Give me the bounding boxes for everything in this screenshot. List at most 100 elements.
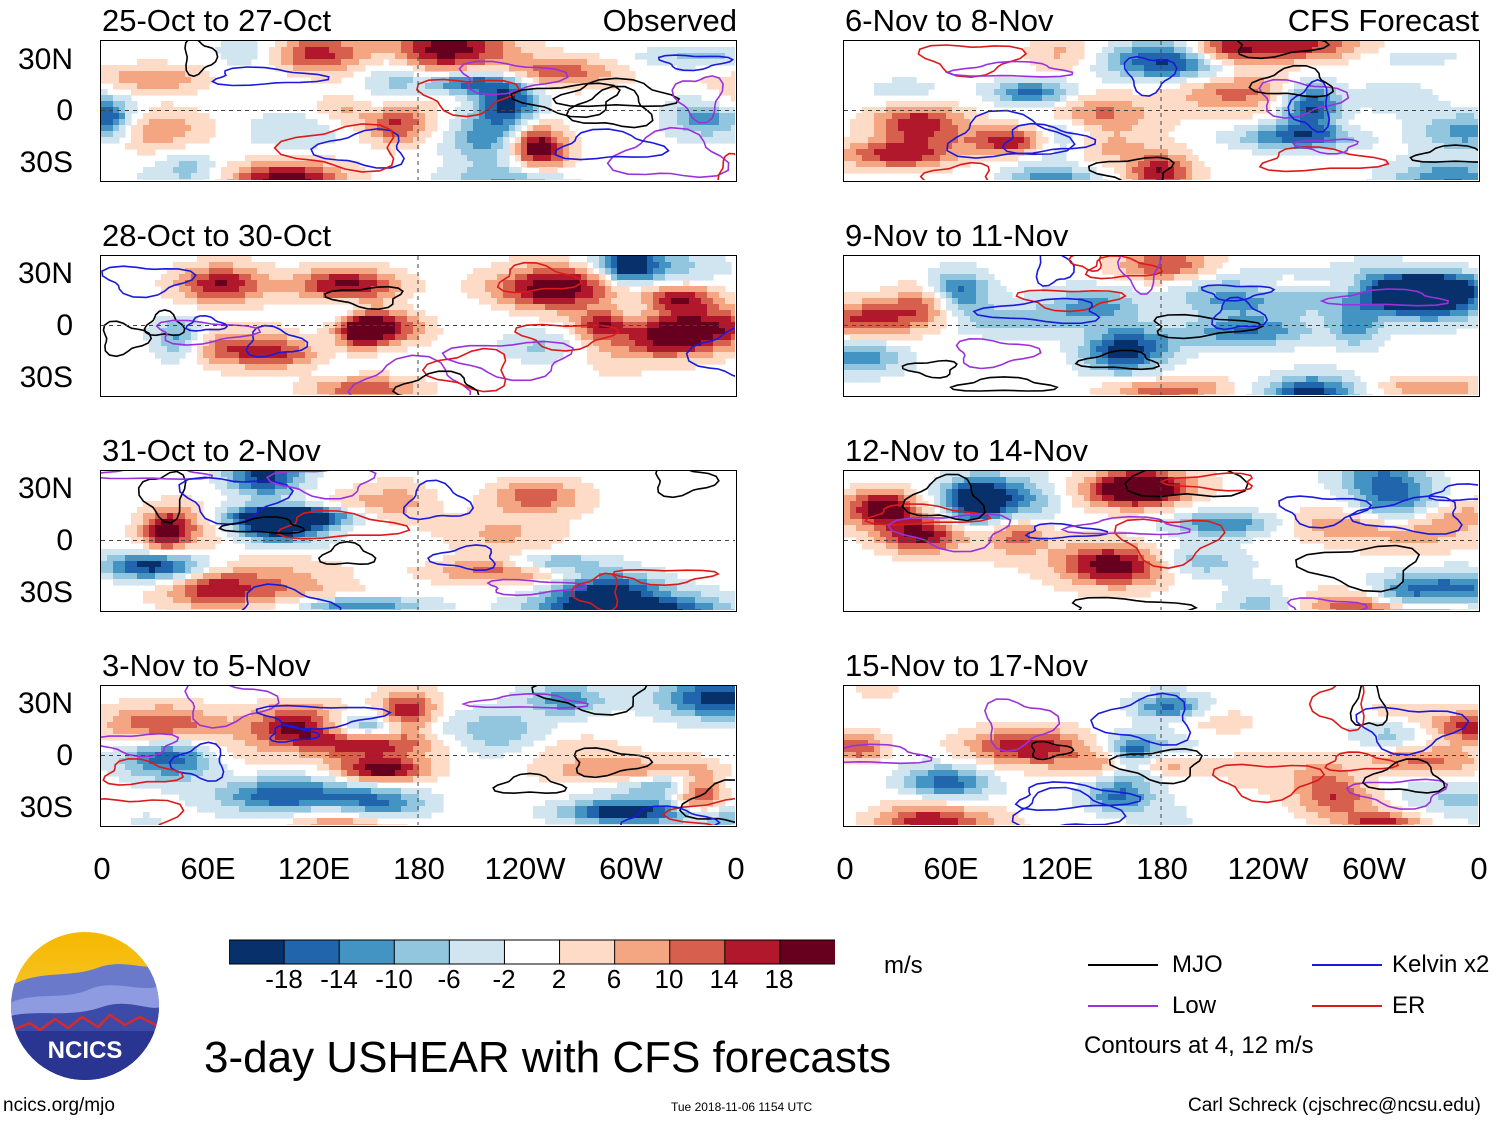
shear-cell	[425, 525, 432, 532]
shear-cell	[287, 334, 294, 341]
shear-cell	[173, 519, 180, 526]
shear-cell	[155, 161, 162, 168]
shear-cell	[557, 179, 564, 180]
shear-cell	[557, 692, 564, 699]
shear-cell	[503, 495, 510, 502]
shear-cell	[563, 686, 570, 693]
shear-cell	[563, 304, 570, 311]
shear-cell	[569, 298, 576, 305]
shear-cell	[533, 531, 540, 538]
shear-cell	[503, 101, 510, 108]
shear-cell	[485, 155, 492, 162]
shear-cell	[269, 585, 276, 592]
shear-cell	[491, 716, 498, 723]
shear-cell	[659, 603, 666, 610]
shear-cell	[515, 310, 522, 317]
shear-cell	[179, 119, 186, 126]
shear-cell	[455, 95, 462, 102]
shear-cell	[245, 262, 252, 269]
shear-cell	[695, 262, 702, 269]
shear-cell	[515, 101, 522, 108]
shear-cell	[479, 292, 486, 299]
shear-cell	[341, 603, 348, 610]
shear-cell	[479, 549, 486, 556]
shear-cell	[173, 603, 180, 610]
shear-cell	[131, 704, 138, 711]
shear-cell	[695, 334, 702, 341]
shear-cell	[335, 47, 342, 54]
shear-cell	[137, 149, 144, 156]
shear-cell	[467, 722, 474, 729]
shear-cell	[515, 119, 522, 126]
shear-cell	[617, 316, 624, 323]
shear-cell	[203, 167, 210, 174]
shear-cell	[701, 340, 708, 347]
shear-cell	[521, 262, 528, 269]
shear-cell	[731, 119, 735, 126]
shear-cell	[275, 131, 282, 138]
shear-cell	[323, 513, 330, 520]
shear-cell	[269, 47, 276, 54]
shear-cell	[563, 585, 570, 592]
shear-cell	[575, 143, 582, 150]
shear-cell	[353, 609, 360, 610]
shear-cell	[473, 274, 480, 281]
shear-cell	[101, 125, 108, 132]
shear-cell	[503, 137, 510, 144]
shear-cell	[617, 298, 624, 305]
shear-cell	[659, 298, 666, 305]
shear-cell	[251, 125, 258, 132]
shear-cell	[239, 573, 246, 580]
shear-cell	[395, 603, 402, 610]
shear-cell	[329, 77, 336, 84]
shear-cell	[221, 609, 228, 610]
shear-cell	[323, 328, 330, 335]
shear-cell	[731, 710, 735, 717]
shear-cell	[383, 597, 390, 604]
shear-cell	[575, 304, 582, 311]
shear-cell	[593, 292, 600, 299]
shear-cell	[167, 531, 174, 538]
shear-cell	[479, 137, 486, 144]
shear-cell	[425, 716, 432, 723]
shear-cell	[335, 328, 342, 335]
shear-cell	[461, 280, 468, 287]
shear-cell	[647, 47, 654, 54]
shear-cell	[263, 579, 270, 586]
shear-cell	[257, 280, 264, 287]
shear-cell	[593, 609, 600, 610]
shear-cell	[671, 352, 678, 359]
shear-cell	[341, 316, 348, 323]
shear-cell	[269, 525, 276, 532]
shear-cell	[119, 131, 126, 138]
shear-cell	[539, 131, 546, 138]
shear-cell	[287, 501, 294, 508]
shear-cell	[401, 483, 408, 490]
shear-cell	[563, 597, 570, 604]
shear-cell	[575, 686, 582, 693]
shear-cell	[683, 310, 690, 317]
shear-cell	[479, 489, 486, 496]
shear-cell	[539, 41, 546, 48]
shear-cell	[419, 495, 426, 502]
shear-cell	[197, 262, 204, 269]
shear-cell	[647, 710, 654, 717]
shear-cell	[131, 549, 138, 556]
shear-cell	[533, 489, 540, 496]
shear-cell	[563, 59, 570, 66]
shear-cell	[173, 704, 180, 711]
shear-cell	[461, 149, 468, 156]
shear-cell	[653, 268, 660, 275]
shear-cell	[623, 352, 630, 359]
shear-cell	[287, 286, 294, 293]
shear-cell	[707, 603, 714, 610]
shear-cell	[107, 710, 114, 717]
shear-cell	[191, 65, 198, 72]
shear-cell	[647, 603, 654, 610]
shear-cell	[281, 179, 288, 180]
shear-cell	[161, 716, 168, 723]
shear-cell	[617, 292, 624, 299]
shear-cell	[395, 77, 402, 84]
shear-cell	[287, 298, 294, 305]
shear-cell	[227, 161, 234, 168]
